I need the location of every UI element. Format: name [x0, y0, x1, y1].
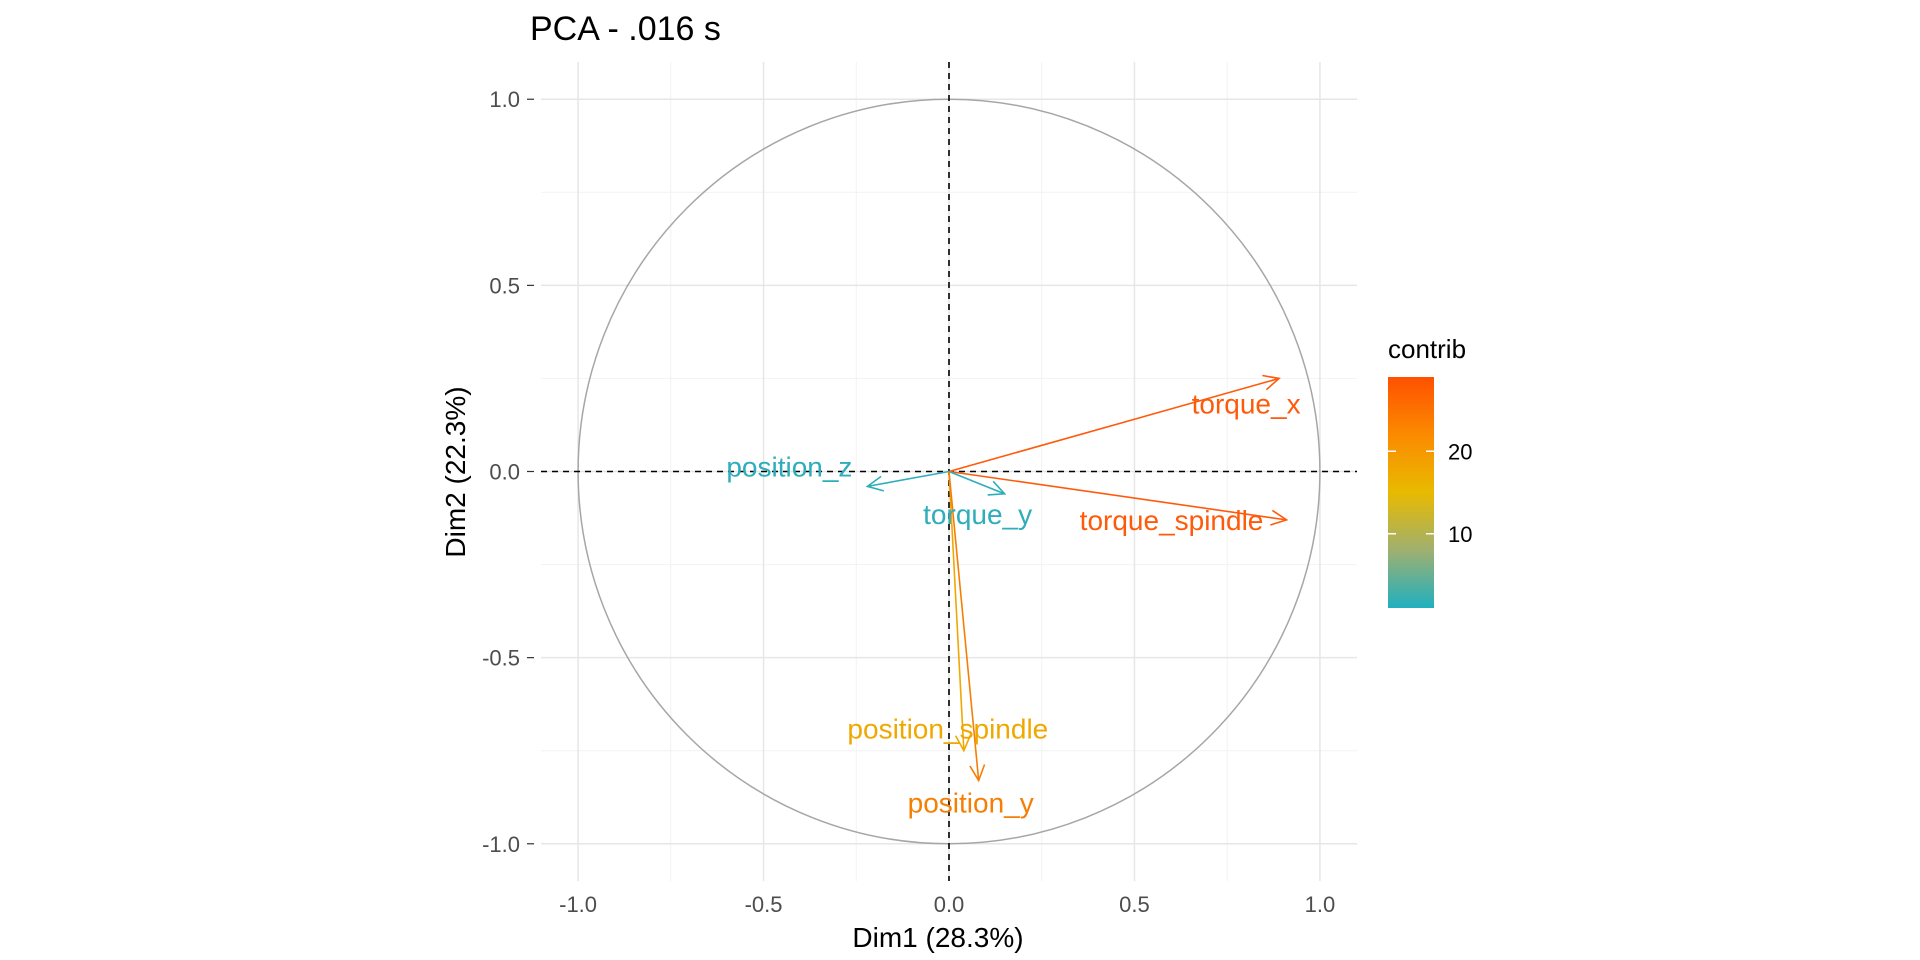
legend-colorbar	[1388, 377, 1434, 608]
arrow-torque-y	[948, 470, 1007, 496]
chart-title: PCA - .016 s	[530, 10, 721, 48]
arrow-head	[987, 480, 1007, 496]
arrow-shaft	[948, 471, 965, 751]
x-tick-label: -0.5	[745, 892, 783, 917]
arrow-shaft	[948, 470, 1005, 495]
label-torque-x: torque_x	[1192, 388, 1301, 419]
arrow-head	[1262, 374, 1281, 391]
x-tick-label: 0.5	[1119, 892, 1150, 917]
label-position-z: position_z	[726, 451, 852, 482]
arrow-head	[1270, 509, 1289, 526]
arrow-head	[865, 475, 885, 492]
x-axis-ticks: -1.0 -0.5 0.0 0.5 1.0	[559, 892, 1335, 917]
y-axis-title: Dim2 (22.3%)	[440, 386, 471, 557]
arrow-head	[969, 764, 986, 783]
arrow-position-y	[948, 471, 986, 783]
arrow-shaft	[948, 470, 1287, 521]
legend-title: contrib	[1388, 334, 1466, 364]
y-tick-label: -0.5	[482, 646, 520, 671]
variable-arrows	[865, 374, 1289, 783]
arrow-position-z	[865, 470, 950, 492]
arrow-shaft	[948, 377, 1280, 473]
x-tick-label: -1.0	[559, 892, 597, 917]
arrow-torque-x	[948, 374, 1281, 473]
label-position-spindle: position_spindle	[847, 714, 1048, 745]
x-tick-label: 0.0	[934, 892, 965, 917]
x-axis-title: Dim1 (28.3%)	[852, 922, 1023, 953]
y-tick-label: 0.0	[489, 460, 520, 485]
x-tick-label: 1.0	[1305, 892, 1336, 917]
label-position-y: position_y	[908, 787, 1034, 818]
legend-tick-label: 20	[1448, 439, 1472, 464]
y-tick-label: 0.5	[489, 273, 520, 298]
arrow-position-spindle	[948, 471, 972, 753]
y-tick-label: 1.0	[489, 87, 520, 112]
y-axis-ticks: -1.0 -0.5 0.0 0.5 1.0	[482, 87, 534, 857]
arrow-head	[954, 734, 972, 753]
arrow-torque-spindle	[948, 470, 1289, 526]
variable-labels: torque_x torque_spindle position_z torque_y…	[726, 388, 1300, 818]
legend-ticks: 10 20	[1388, 439, 1472, 547]
legend: contrib 10 20	[1388, 334, 1472, 608]
label-torque-spindle: torque_spindle	[1080, 505, 1264, 536]
y-tick-label: -1.0	[482, 832, 520, 857]
legend-tick-label: 10	[1448, 522, 1472, 547]
arrow-shaft	[867, 470, 950, 488]
arrow-shaft	[948, 471, 980, 781]
label-torque-y: torque_y	[923, 499, 1032, 530]
